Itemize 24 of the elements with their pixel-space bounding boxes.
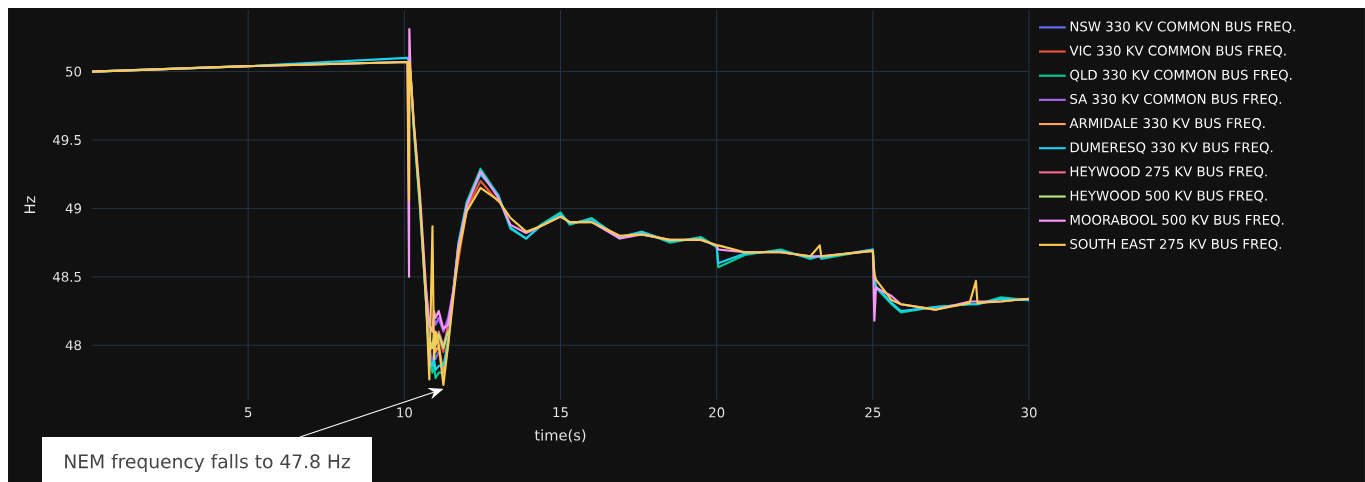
x-tick-label: 30	[1021, 407, 1037, 418]
x-axis-title: time(s)	[534, 429, 586, 443]
x-tick-label: 20	[709, 407, 725, 418]
x-tick-label: 15	[553, 407, 568, 418]
legend-label: HEYWOOD 275 KV BUS FREQ.	[1070, 166, 1267, 179]
y-tick-label: 48	[65, 340, 82, 351]
legend-label: HEYWOOD 500 KV BUS FREQ.	[1070, 190, 1267, 203]
legend-label: VIC 330 KV COMMON BUS FREQ.	[1069, 45, 1286, 58]
x-tick-label: 10	[397, 407, 412, 418]
legend-label: QLD 330 KV COMMON BUS FREQ.	[1070, 69, 1292, 82]
y-tick-label: 50	[66, 66, 82, 77]
y-tick-label: 48.5	[52, 271, 81, 282]
legend-label: DUMERESQ 330 KV BUS FREQ.	[1070, 142, 1273, 154]
legend-label: ARMIDALE 330 KV BUS FREQ.	[1069, 118, 1265, 130]
legend-label: MOORABOOL 500 KV BUS FREQ.	[1070, 214, 1284, 227]
text: NEM frequency falls to 47.8 Hz	[65, 453, 350, 473]
y-tick-label: 49.5	[52, 134, 81, 146]
x-tick-label: 25	[865, 407, 881, 418]
x-tick-label: 5	[244, 407, 252, 418]
legend-label: SA 330 KV COMMON BUS FREQ.	[1070, 93, 1282, 106]
legend-label: SOUTH EAST 275 KV BUS FREQ.	[1070, 238, 1281, 251]
legend-label: NSW 330 KV COMMON BUS FREQ.	[1070, 21, 1295, 34]
y-axis-title: Hz	[24, 196, 36, 213]
y-tick-label: 49	[65, 203, 82, 214]
